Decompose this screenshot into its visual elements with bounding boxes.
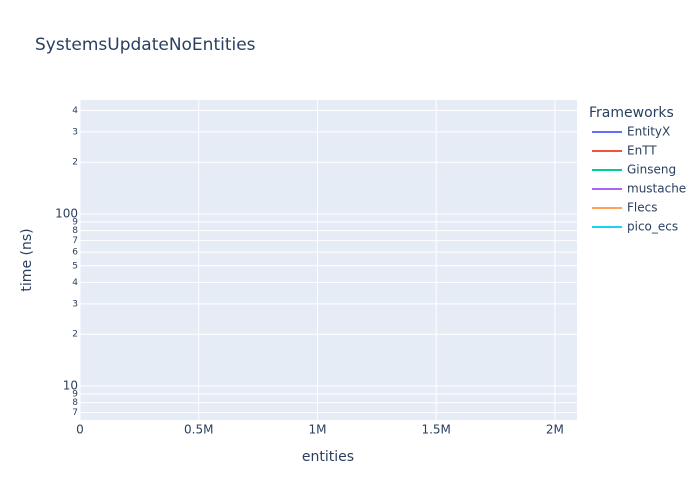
plot-area: [80, 100, 577, 420]
legend-title: Frameworks: [589, 105, 674, 121]
y-tick-label: 6: [72, 248, 78, 258]
x-tick-label: 2M: [546, 423, 564, 437]
x-tick-label: 1M: [308, 423, 326, 437]
x-tick-label: 0: [76, 423, 84, 437]
y-tick-label: 9: [72, 389, 78, 399]
y-tick-label: 9: [72, 217, 78, 227]
legend-entry[interactable]: mustache: [627, 182, 686, 196]
y-axis-label: time (ns): [19, 228, 35, 291]
y-tick-label: 7: [72, 408, 78, 418]
legend-entry[interactable]: Ginseng: [627, 163, 676, 177]
legend-entry[interactable]: pico_ecs: [627, 220, 678, 234]
x-tick-label: 1.5M: [421, 423, 450, 437]
legend-entry[interactable]: EnTT: [627, 144, 657, 158]
y-tick-label: 10: [63, 378, 78, 392]
chart-title: SystemsUpdateNoEntities: [35, 35, 256, 55]
x-tick-label: 0.5M: [184, 423, 213, 437]
y-tick-label: 4: [72, 106, 78, 116]
y-tick-label: 2: [72, 330, 78, 340]
y-tick-label: 7: [72, 236, 78, 246]
y-tick-label: 2: [72, 158, 78, 168]
y-tick-label: 100: [55, 206, 78, 220]
y-tick-label: 3: [72, 127, 78, 137]
y-tick-label: 8: [72, 226, 78, 236]
y-tick-label: 3: [72, 299, 78, 309]
y-tick-label: 8: [72, 398, 78, 408]
x-axis-label: entities: [302, 449, 354, 465]
legend-entry[interactable]: EntityX: [627, 125, 670, 139]
y-tick-label: 4: [72, 278, 78, 288]
legend-entry[interactable]: Flecs: [627, 201, 657, 215]
y-tick-label: 5: [72, 261, 78, 271]
